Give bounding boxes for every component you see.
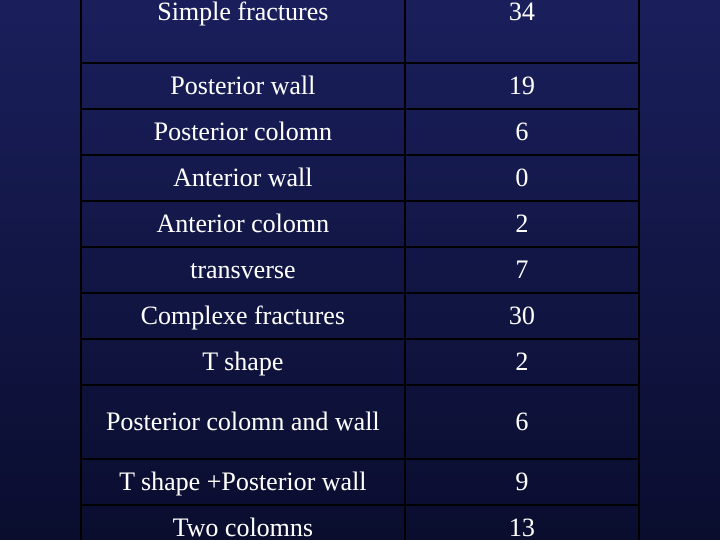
row-label: Anterior wall — [81, 155, 405, 201]
row-value: 6 — [405, 385, 639, 459]
data-table: Simple fractures 34 Posterior wall 19 Po… — [80, 0, 640, 540]
row-label: Posterior colomn — [81, 109, 405, 155]
row-value: 19 — [405, 63, 639, 109]
table-row: Posterior colomn 6 — [81, 109, 639, 155]
row-value: 6 — [405, 109, 639, 155]
row-label: Complexe fractures — [81, 293, 405, 339]
table-row: transverse 7 — [81, 247, 639, 293]
row-value: 30 — [405, 293, 639, 339]
table-row: Anterior wall 0 — [81, 155, 639, 201]
row-label: Posterior wall — [81, 63, 405, 109]
row-value: 9 — [405, 459, 639, 505]
row-label: transverse — [81, 247, 405, 293]
row-value: 2 — [405, 201, 639, 247]
table-row: Anterior colomn 2 — [81, 201, 639, 247]
row-value: 7 — [405, 247, 639, 293]
row-value: 0 — [405, 155, 639, 201]
table-row: Complexe fractures 30 — [81, 293, 639, 339]
table-row: Two colomns 13 — [81, 505, 639, 540]
fracture-table: Simple fractures 34 Posterior wall 19 Po… — [80, 0, 640, 540]
table-row: T shape +Posterior wall 9 — [81, 459, 639, 505]
row-label: T shape +Posterior wall — [81, 459, 405, 505]
row-label: T shape — [81, 339, 405, 385]
header-label: Simple fractures — [81, 0, 405, 63]
row-label: Two colomns — [81, 505, 405, 540]
row-value: 13 — [405, 505, 639, 540]
table-row: T shape 2 — [81, 339, 639, 385]
table-header-row: Simple fractures 34 — [81, 0, 639, 63]
row-label: Posterior colomn and wall — [81, 385, 405, 459]
table-row: Posterior wall 19 — [81, 63, 639, 109]
table-row: Posterior colomn and wall 6 — [81, 385, 639, 459]
row-label: Anterior colomn — [81, 201, 405, 247]
row-value: 2 — [405, 339, 639, 385]
header-value: 34 — [405, 0, 639, 63]
